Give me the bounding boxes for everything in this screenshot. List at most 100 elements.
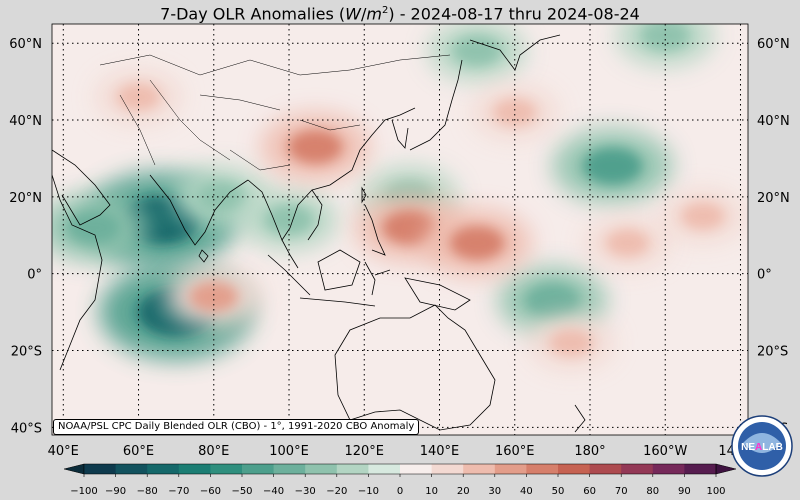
lat-label-left: 40°S xyxy=(11,421,42,436)
colorbar-swatch xyxy=(589,464,622,474)
lon-label: 160°E xyxy=(495,444,535,459)
japan xyxy=(409,59,463,151)
lon-label: 40°E xyxy=(48,444,79,459)
colorbar-tick-label: 90 xyxy=(678,486,691,497)
tasmania xyxy=(462,440,470,452)
noaa-lab-logo: NEALAB xyxy=(731,415,793,477)
colorbar-tick-label: 40 xyxy=(520,486,533,497)
lat-label-left: 0° xyxy=(27,268,42,283)
lon-label: 100°E xyxy=(269,444,309,459)
colorbar-tick-label: 0 xyxy=(397,486,403,497)
colorbar-tick-label: 80 xyxy=(646,486,659,497)
taiwan xyxy=(361,186,367,204)
new-guinea xyxy=(404,277,471,311)
anomaly-negative-core-7 xyxy=(525,283,580,318)
korea xyxy=(391,119,409,149)
colorbar-tick-label: −60 xyxy=(200,486,221,497)
anomaly-negative-core-8 xyxy=(452,35,502,67)
lat-label-right: 40°N xyxy=(757,114,790,129)
longitude-labels: 40°E 60°E 80°E 100°E 120°E 140°E 160°E 180° 160°… xyxy=(48,444,763,459)
colorbar-swatch xyxy=(621,464,654,474)
anomaly-positive-core-15 xyxy=(549,329,593,357)
colorbar-swatch xyxy=(147,464,180,474)
colorbar-tick-label: −30 xyxy=(295,486,316,497)
new-zealand xyxy=(567,404,586,435)
india-coast xyxy=(149,174,249,246)
colorbar-swatch xyxy=(210,464,243,474)
lon-label: 160°W xyxy=(643,444,687,459)
colorbar-tick-label: −70 xyxy=(168,486,189,497)
colorbar-swatch xyxy=(463,464,496,474)
africa-coast xyxy=(52,174,103,371)
lat-label-left: 60°N xyxy=(9,37,42,52)
colorbar-tick-label: −90 xyxy=(105,486,126,497)
sri-lanka xyxy=(198,249,209,263)
anomaly-positive-core-11 xyxy=(382,210,437,245)
lat-label-right: 60°N xyxy=(757,37,790,52)
asia-borders xyxy=(99,54,451,171)
colorbar-tick-label: −50 xyxy=(231,486,252,497)
colorbar-swatch xyxy=(431,464,464,474)
anomaly-positive-core-14 xyxy=(606,229,650,257)
lon-label: 120°E xyxy=(344,444,384,459)
anomaly-negative-core-6 xyxy=(582,147,643,185)
latitude-labels-left: 60°N 40°N 20°N 0° 20°S 40°S xyxy=(9,37,42,436)
china-coast xyxy=(311,107,416,191)
anomaly-negative-core-2 xyxy=(66,210,121,245)
anomaly-negative-core-9 xyxy=(640,24,690,51)
colorbar-tick-labels: −100 −90 −80 −70 −60 −50 −40 −30 −20 −10 0 10 20 30 40… xyxy=(70,474,726,497)
australia xyxy=(334,304,496,431)
borneo xyxy=(317,249,361,291)
colorbar-swatch xyxy=(400,464,433,474)
coastlines xyxy=(52,34,586,452)
lon-label: 140°E xyxy=(420,444,460,459)
colorbar-tick-label: 10 xyxy=(425,486,438,497)
data-source-credit: NOAA/PSL CPC Daily Blended OLR (CBO) - 1… xyxy=(53,419,420,435)
colorbar xyxy=(63,463,737,475)
colorbar-swatch xyxy=(494,464,527,474)
colorbar-swatch xyxy=(684,464,717,474)
colorbar-tick-label: 70 xyxy=(615,486,628,497)
anomaly-positive-core-16 xyxy=(493,98,537,126)
colorbar-swatch xyxy=(115,464,148,474)
colorbar-swatch xyxy=(526,464,559,474)
lon-label: 80°E xyxy=(198,444,229,459)
latitude-labels-right: 60°N40°N20°N0°20°S40°S xyxy=(757,37,790,436)
colorbar-swatch xyxy=(242,464,275,474)
colorbar-tick-label: 20 xyxy=(457,486,470,497)
lon-label: 60°E xyxy=(123,444,154,459)
colorbar-swatch xyxy=(652,464,685,474)
colorbar-under-arrow xyxy=(63,463,85,475)
anomaly-positive-core-10 xyxy=(288,129,343,164)
kamchatka xyxy=(469,34,561,71)
colorbar-swatch xyxy=(305,464,338,474)
colorbar-swatch xyxy=(273,464,306,474)
colorbar-swatch xyxy=(178,464,211,474)
lat-label-right: 0° xyxy=(757,268,772,283)
colorbar-swatch xyxy=(558,464,591,474)
lat-label-right: 20°N xyxy=(757,191,790,206)
colorbar-tick-label: 30 xyxy=(488,486,501,497)
colorbar-swatch xyxy=(84,464,117,474)
lat-label-left: 20°N xyxy=(9,191,42,206)
colorbar-tick-label: 60 xyxy=(583,486,596,497)
map-title: 7-Day OLR Anomalies (W/m2) - 2024-08-17 … xyxy=(160,4,640,24)
anomaly-positive-core-18 xyxy=(116,83,161,111)
colorbar-tick-label: −40 xyxy=(263,486,284,497)
philippines xyxy=(364,204,386,256)
java xyxy=(299,297,376,307)
lat-label-left: 40°N xyxy=(9,114,42,129)
colorbar-tick-label: 50 xyxy=(552,486,565,497)
malay-peninsula xyxy=(281,239,299,269)
colorbar-tick-label: −10 xyxy=(358,486,379,497)
sumatra xyxy=(267,254,311,296)
lat-label-left: 20°S xyxy=(11,344,42,359)
colorbar-swatch xyxy=(368,464,401,474)
indochina-coast xyxy=(247,179,323,241)
anomaly-positive-core-17 xyxy=(681,202,725,230)
arabia-coast xyxy=(52,149,111,226)
map-frame xyxy=(51,23,749,436)
colorbar-tick-label: −100 xyxy=(70,486,97,497)
colorbar-tick-label: −80 xyxy=(137,486,158,497)
